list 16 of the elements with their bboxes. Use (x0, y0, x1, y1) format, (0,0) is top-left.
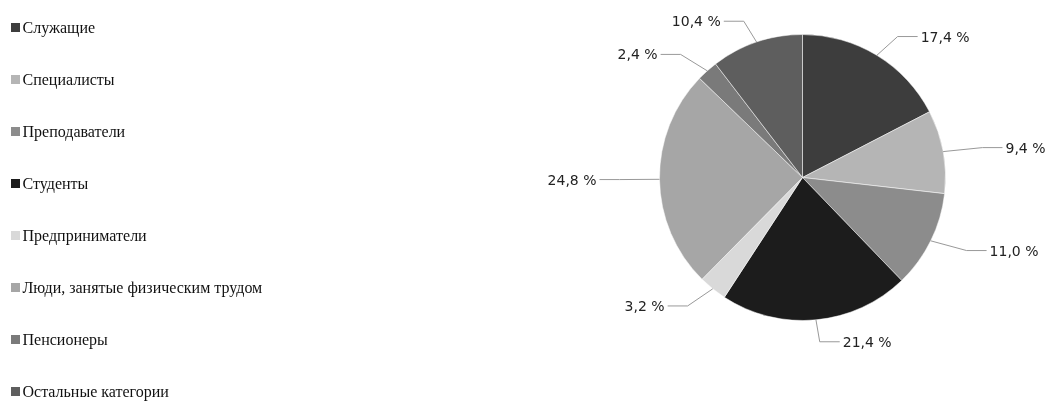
data-label: 24,8 % (547, 171, 597, 188)
legend-label: Преподаватели (22, 123, 126, 141)
legend-label: Специалисты (22, 71, 115, 89)
data-label: 9,4 % (1005, 139, 1046, 156)
legend-label: Предприниматели (22, 227, 148, 245)
data-label: 3,2 % (624, 297, 665, 314)
data-label: 11,0 % (989, 242, 1039, 259)
data-label: 10,4 % (671, 13, 721, 30)
data-label: 17,4 % (920, 28, 970, 45)
legend-label: Служащие (22, 19, 96, 37)
legend-label: Пенсионеры (22, 331, 109, 349)
legend-label: Люди, занятые физическим трудом (22, 279, 263, 297)
data-label: 2,4 % (617, 46, 658, 63)
data-label: 21,4 % (842, 333, 892, 350)
legend-label: Студенты (22, 175, 89, 193)
legend-label: Остальные категории (22, 383, 170, 401)
